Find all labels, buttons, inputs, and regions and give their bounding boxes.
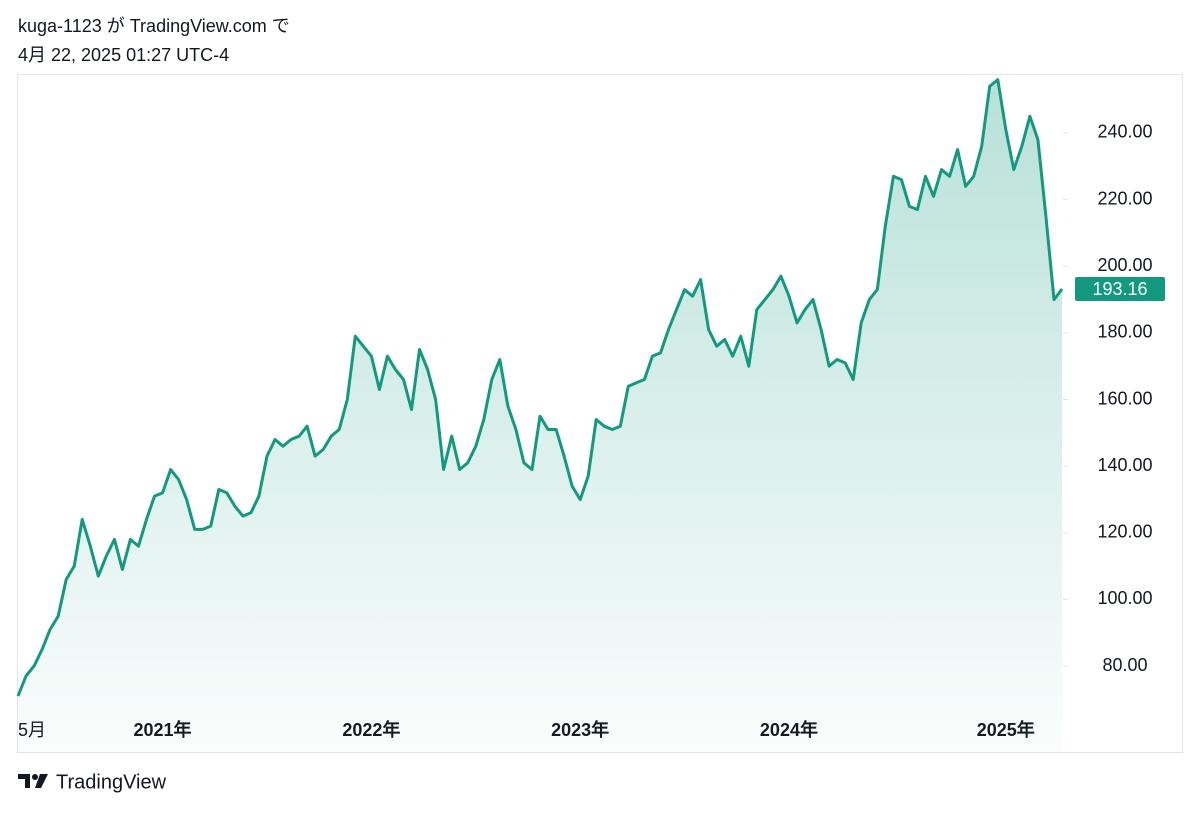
y-tick-label: 220.00 (1097, 188, 1152, 208)
y-tick-label: 160.00 (1097, 388, 1152, 408)
last-price-box (1075, 277, 1165, 302)
y-tick-label: 240.00 (1097, 122, 1152, 142)
y-tick-label: 120.00 (1097, 522, 1152, 542)
chart-subtitle: 4月 22, 2025 01:27 UTC-4 (18, 45, 229, 65)
chart-title: kuga-1123 が TradingView.com で (18, 16, 290, 36)
chart-frame (17, 74, 1183, 753)
y-tick-label: 140.00 (1097, 455, 1152, 475)
y-tick-label: 200.00 (1097, 255, 1152, 275)
price-line (16, 78, 1064, 697)
last-price-label: 193.16 (1092, 279, 1147, 299)
area-fill (18, 79, 1062, 752)
y-tick-label: 180.00 (1097, 322, 1152, 342)
y-tick-label: 100.00 (1097, 588, 1152, 608)
brand: TradingView (56, 771, 167, 793)
brand-logo (18, 774, 48, 788)
y-tick-label: 80.00 (1102, 655, 1147, 675)
